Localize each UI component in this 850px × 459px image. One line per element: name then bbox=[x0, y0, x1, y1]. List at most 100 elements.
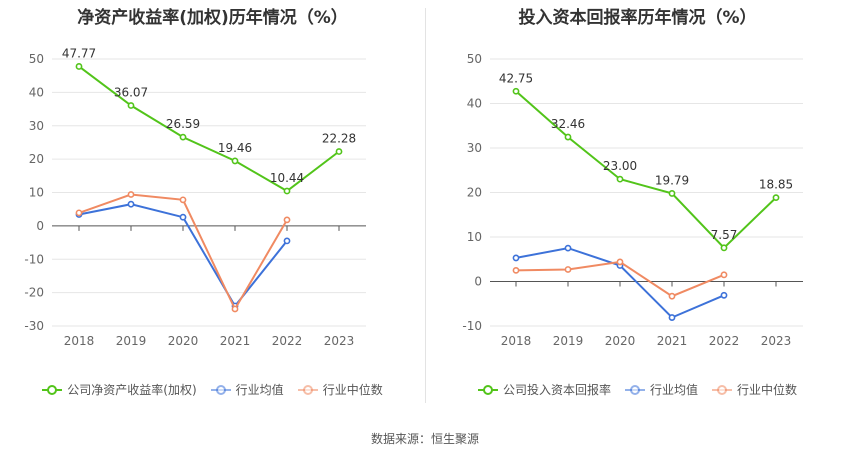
y-tick-label: 40 bbox=[29, 85, 44, 99]
data-point bbox=[564, 244, 572, 252]
y-tick-label: -20 bbox=[24, 286, 44, 300]
chart-legend: 公司投入资本回报率 行业均值 行业中位数 bbox=[425, 381, 850, 398]
data-label: 47.77 bbox=[62, 46, 96, 60]
y-tick-label: 30 bbox=[29, 119, 44, 133]
data-point bbox=[179, 213, 187, 221]
legend-label: 行业中位数 bbox=[737, 383, 798, 397]
data-label: 42.75 bbox=[499, 71, 533, 85]
data-point bbox=[231, 305, 239, 313]
data-label: 19.79 bbox=[655, 173, 689, 187]
data-label: 26.59 bbox=[166, 117, 200, 131]
x-tick-label: 2023 bbox=[761, 334, 792, 348]
x-tick-label: 2020 bbox=[168, 334, 199, 348]
data-point bbox=[512, 87, 520, 95]
x-tick-label: 2022 bbox=[272, 334, 303, 348]
y-tick-label: 30 bbox=[467, 141, 482, 155]
data-point bbox=[720, 271, 728, 279]
data-point bbox=[75, 63, 83, 70]
chart-panel-roe: 净资产收益率(加权)历年情况（%） 50 40 30 20 10 0 -10 -20 -30 20… bbox=[0, 0, 425, 410]
y-tick-label: -30 bbox=[24, 319, 44, 333]
data-point bbox=[127, 191, 135, 198]
x-tick-label: 2021 bbox=[657, 334, 688, 348]
data-point bbox=[616, 258, 624, 266]
y-tick-label: -10 bbox=[462, 319, 482, 333]
chart-panel-roic: 投入资本回报率历年情况（%） 50 40 30 20 10 0 -10 2018 2019 202… bbox=[425, 0, 850, 410]
chart-title: 净资产收益率(加权)历年情况（%） bbox=[77, 8, 348, 28]
legend-marker bbox=[712, 384, 732, 396]
data-label: 22.28 bbox=[322, 132, 356, 146]
data-point bbox=[512, 254, 520, 262]
data-point bbox=[616, 175, 624, 183]
data-point bbox=[668, 190, 676, 197]
y-tick-label: 20 bbox=[467, 186, 482, 200]
legend-item[interactable]: 行业中位数 bbox=[712, 381, 797, 398]
chart-legend: 公司净资产收益率(加权) 行业均值 行业中位数 bbox=[0, 381, 425, 398]
data-point bbox=[127, 102, 135, 109]
data-point bbox=[668, 314, 676, 321]
data-label: 32.46 bbox=[551, 117, 585, 131]
legend-item[interactable]: 行业均值 bbox=[624, 381, 698, 398]
x-tick-label: 2018 bbox=[64, 334, 95, 348]
data-point bbox=[179, 133, 187, 141]
series-line bbox=[78, 193, 288, 312]
legend-label: 行业中位数 bbox=[322, 383, 383, 397]
data-point bbox=[720, 291, 728, 299]
legend-item[interactable]: 公司投入资本回报率 bbox=[477, 381, 611, 398]
legend-label: 公司净资产收益率(加权) bbox=[67, 383, 197, 397]
data-point bbox=[283, 237, 291, 245]
series-line bbox=[78, 65, 340, 193]
legend-label: 公司投入资本回报率 bbox=[502, 383, 611, 397]
roic-line-chart: 50 40 30 20 10 0 -10 2018 2019 2020 2021 2022 2023 42… bbox=[462, 52, 803, 348]
legend-marker bbox=[477, 384, 498, 396]
legend-item[interactable]: 行业中位数 bbox=[297, 381, 383, 398]
y-tick-label: 50 bbox=[29, 52, 44, 66]
series-line bbox=[515, 90, 777, 250]
x-tick-label: 2020 bbox=[605, 334, 636, 348]
data-label: 19.46 bbox=[218, 141, 252, 155]
data-label: 10.44 bbox=[270, 171, 304, 185]
legend-marker bbox=[42, 384, 63, 396]
legend-marker bbox=[297, 384, 318, 396]
data-point bbox=[75, 209, 83, 217]
data-point bbox=[564, 133, 572, 141]
x-tick-label: 2023 bbox=[324, 334, 355, 348]
y-tick-label: -10 bbox=[24, 252, 44, 266]
y-tick-label: 10 bbox=[467, 230, 482, 244]
data-label: 18.85 bbox=[759, 178, 793, 192]
y-tick-label: 10 bbox=[29, 186, 44, 200]
legend-item[interactable]: 行业均值 bbox=[210, 381, 284, 398]
data-point bbox=[720, 244, 728, 252]
data-point bbox=[179, 196, 187, 204]
data-point bbox=[283, 216, 291, 224]
y-tick-label: 0 bbox=[474, 275, 482, 289]
data-point bbox=[512, 266, 520, 274]
chart-title: 投入资本回报率历年情况（%） bbox=[518, 8, 757, 28]
data-label: 7.57 bbox=[711, 228, 738, 242]
y-tick-label: 0 bbox=[36, 219, 44, 233]
roe-line-chart: 50 40 30 20 10 0 -10 -20 -30 2018 2019 2020 2021 2022… bbox=[24, 46, 366, 348]
data-point bbox=[283, 187, 291, 195]
x-tick-label: 2022 bbox=[709, 334, 740, 348]
y-tick-label: 40 bbox=[467, 97, 482, 111]
data-label: 36.07 bbox=[114, 85, 148, 99]
data-source-note: 数据来源：恒生聚源 bbox=[370, 432, 479, 446]
y-tick-label: 50 bbox=[467, 52, 482, 66]
x-tick-label: 2021 bbox=[220, 334, 251, 348]
panel-divider bbox=[425, 8, 426, 403]
legend-label: 行业均值 bbox=[235, 383, 284, 397]
data-point bbox=[772, 194, 780, 202]
data-point bbox=[564, 266, 572, 273]
legend-marker bbox=[210, 384, 231, 396]
x-tick-label: 2019 bbox=[116, 334, 147, 348]
data-point bbox=[231, 157, 239, 165]
data-point bbox=[127, 200, 135, 208]
y-tick-label: 20 bbox=[29, 152, 44, 166]
data-point bbox=[335, 148, 343, 155]
legend-label: 行业均值 bbox=[649, 383, 698, 397]
x-tick-label: 2019 bbox=[553, 334, 584, 348]
data-label: 23.00 bbox=[603, 159, 637, 173]
data-point bbox=[668, 292, 676, 300]
legend-marker bbox=[624, 384, 645, 396]
x-tick-label: 2018 bbox=[501, 334, 532, 348]
legend-item[interactable]: 公司净资产收益率(加权) bbox=[42, 381, 197, 398]
